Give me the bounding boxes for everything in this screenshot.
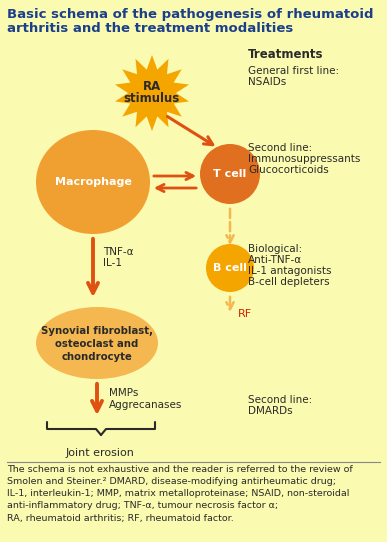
Text: MMPs: MMPs [109,388,139,398]
Text: B cell: B cell [213,263,247,273]
Text: osteoclast and: osteoclast and [55,339,139,349]
Text: RF: RF [238,309,252,319]
Text: Synovial fibroblast,: Synovial fibroblast, [41,326,153,336]
Text: arthritis and the treatment modalities: arthritis and the treatment modalities [7,22,293,35]
Text: General first line:: General first line: [248,66,339,76]
Text: chondrocyte: chondrocyte [62,352,132,362]
Text: stimulus: stimulus [124,93,180,106]
Text: Anti-TNF-α: Anti-TNF-α [248,255,302,265]
Text: The schema is not exhaustive and the reader is referred to the review of
Smolen : The schema is not exhaustive and the rea… [7,465,353,522]
Text: Immunosuppressants: Immunosuppressants [248,154,360,164]
Text: Joint erosion: Joint erosion [65,448,134,458]
Text: Basic schema of the pathogenesis of rheumatoid: Basic schema of the pathogenesis of rheu… [7,8,373,21]
Ellipse shape [36,307,158,379]
Polygon shape [115,55,189,131]
Text: Second line:: Second line: [248,395,312,405]
Ellipse shape [36,130,150,234]
Text: Second line:: Second line: [248,143,312,153]
Text: DMARDs: DMARDs [248,406,293,416]
Text: NSAIDs: NSAIDs [248,77,286,87]
Text: TNF-α: TNF-α [103,247,134,257]
Ellipse shape [200,144,260,204]
Text: Biological:: Biological: [248,244,302,254]
Ellipse shape [206,244,254,292]
Text: RA: RA [143,81,161,94]
Text: Treatments: Treatments [248,48,324,61]
Text: Macrophage: Macrophage [55,177,132,187]
Text: Aggrecanases: Aggrecanases [109,400,182,410]
Text: IL-1 antagonists: IL-1 antagonists [248,266,332,276]
Text: IL-1: IL-1 [103,258,122,268]
Text: T cell: T cell [213,169,247,179]
Text: B-cell depleters: B-cell depleters [248,277,330,287]
Text: Glucocorticoids: Glucocorticoids [248,165,329,175]
